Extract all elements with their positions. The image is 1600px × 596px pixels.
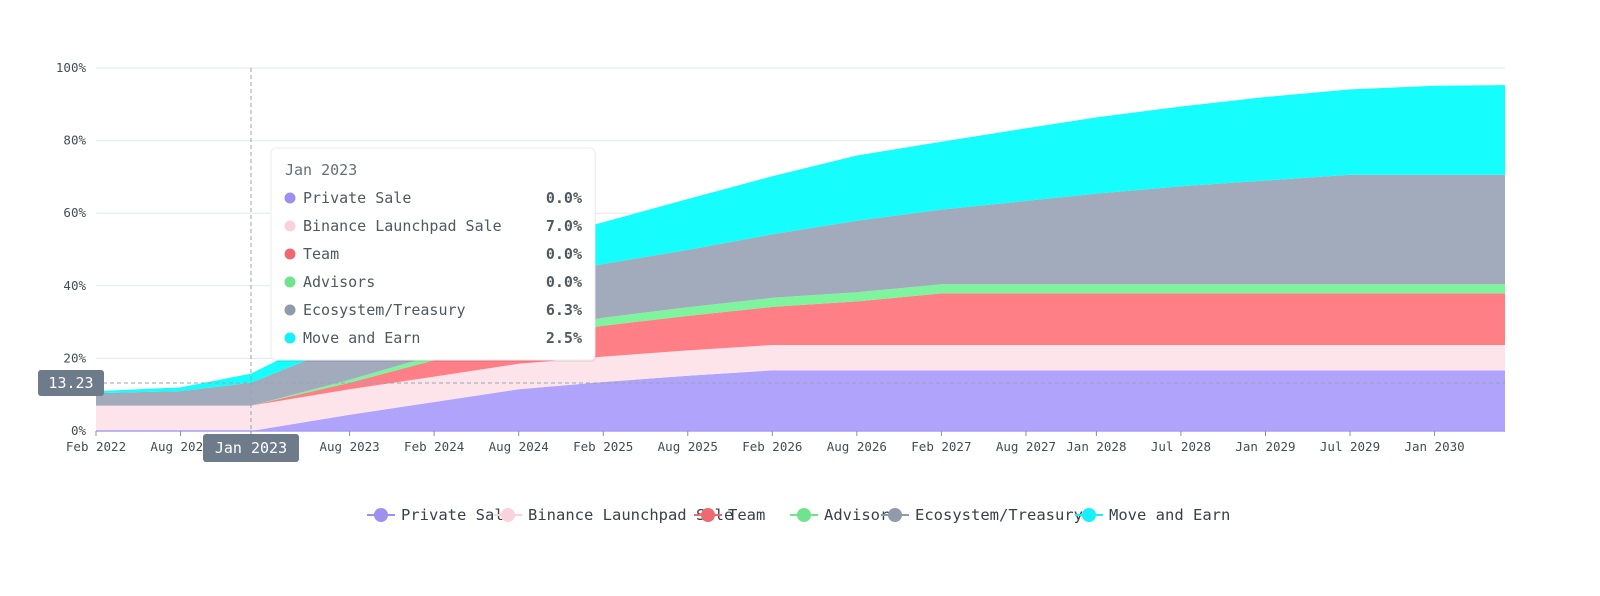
tooltip-marker	[284, 220, 296, 232]
tooltip-marker	[284, 332, 296, 344]
tooltip-marker	[284, 304, 296, 316]
y-tick-label: 40%	[63, 278, 86, 293]
x-tick-label: Feb 2025	[573, 439, 633, 454]
legend-label: Move and Earn	[1109, 506, 1230, 524]
tooltip-series-value: 7.0%	[546, 217, 582, 235]
legend-item-5[interactable]: Move and Earn	[1075, 506, 1230, 524]
tooltip-series-value: 0.0%	[546, 273, 582, 291]
y-tick-label: 60%	[63, 205, 86, 220]
legend-label: Private Sale	[401, 506, 513, 524]
tooltip-series-value: 6.3%	[546, 301, 582, 319]
tooltip-marker	[284, 192, 296, 204]
tooltip-series-name: Binance Launchpad Sale	[303, 217, 502, 235]
y-tick-label: 20%	[63, 350, 86, 365]
x-tick-label: Aug 2024	[489, 439, 549, 454]
tooltip-title: Jan 2023	[285, 161, 357, 179]
tooltip-series-name: Move and Earn	[303, 329, 420, 347]
legend-item-0[interactable]: Private Sale	[367, 506, 513, 524]
legend-label: Advisors	[824, 506, 899, 524]
x-tick-label: Feb 2022	[66, 439, 126, 454]
crosshair-x-value: Jan 2023	[215, 439, 287, 457]
x-tick-label: Feb 2024	[404, 439, 464, 454]
legend-marker	[1082, 508, 1096, 522]
x-tick-label: Aug 2026	[827, 439, 887, 454]
x-tick-label: Jan 2030	[1404, 439, 1464, 454]
legend-marker	[797, 508, 811, 522]
x-tick-label: Jan 2029	[1235, 439, 1295, 454]
legend-label: Team	[728, 506, 765, 524]
axes: 0% 20% 40% 60% 80% 100% Feb 2022 Aug 2022 Jan 20…	[56, 60, 1505, 454]
tooltip-series-name: Team	[303, 245, 339, 263]
tooltip-series-name: Ecosystem/Treasury	[303, 301, 466, 319]
x-tick-label: Jul 2029	[1320, 439, 1380, 454]
legend-item-4[interactable]: Ecosystem/Treasury	[881, 506, 1083, 524]
legend-label: Ecosystem/Treasury	[915, 506, 1083, 524]
x-tick-label: Aug 2023	[320, 439, 380, 454]
y-tick-label: 80%	[63, 133, 86, 148]
tooltip-series-name: Advisors	[303, 273, 375, 291]
area-series-5[interactable]	[96, 85, 1505, 394]
x-tick-label: Aug 2027	[996, 439, 1056, 454]
x-tick-label: Jul 2028	[1151, 439, 1211, 454]
y-tick-label: 0%	[71, 423, 87, 438]
x-tick-label: Aug 2025	[658, 439, 718, 454]
crosshair-y-value: 13.23	[48, 374, 93, 392]
x-tick-label: Jan 2028	[1066, 439, 1126, 454]
tooltip-marker	[284, 276, 296, 288]
x-tick-label: Feb 2027	[911, 439, 971, 454]
area-series-0[interactable]	[96, 370, 1505, 431]
area-series-2[interactable]	[96, 293, 1505, 406]
tooltip-box	[270, 147, 596, 361]
legend-marker	[501, 508, 515, 522]
legend-label: Binance Launchpad Sale	[528, 506, 733, 524]
legend-marker	[701, 508, 715, 522]
tooltip-series-value: 0.0%	[546, 245, 582, 263]
area-series-1[interactable]	[96, 345, 1505, 431]
x-tick-label: Feb 2026	[742, 439, 802, 454]
crosshair-x-badge	[202, 434, 299, 462]
y-tick-label: 100%	[56, 60, 87, 75]
legend-marker	[888, 508, 902, 522]
legend-item-1[interactable]: Binance Launchpad Sale	[494, 506, 733, 524]
crosshair-y-badge	[38, 369, 104, 396]
legend-item-2[interactable]: Team	[694, 506, 765, 524]
crosshair: 13.23 Jan 2023	[38, 68, 1505, 462]
tooltip-series-name: Private Sale	[303, 189, 411, 207]
tooltip-series-value: 0.0%	[546, 189, 582, 207]
legend-item-3[interactable]: Advisors	[790, 506, 899, 524]
x-tick-label: Aug 2022	[150, 439, 210, 454]
tooltip-series-value: 2.5%	[546, 329, 582, 347]
legend-marker	[374, 508, 388, 522]
tooltip: Jan 2023 Private Sale 0.0% Binance Launchpa…	[270, 147, 596, 362]
tooltip-marker	[284, 248, 296, 260]
